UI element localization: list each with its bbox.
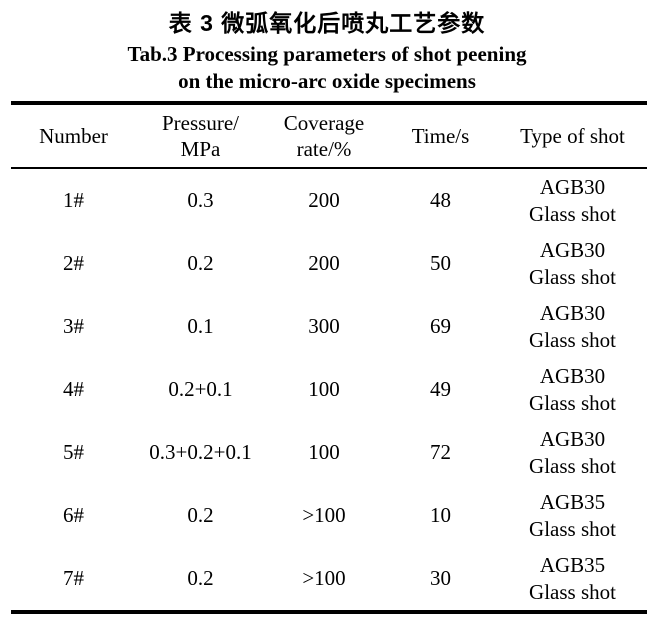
cell-number: 4# (63, 377, 84, 401)
table-caption-en-line2: on the micro-arc oxide specimens (178, 69, 476, 93)
header-time: Time/s (383, 103, 498, 169)
table-row: 1# 0.3 200 48 AGB30 Glass shot (11, 168, 647, 232)
cell-number: 7# (63, 566, 84, 590)
cell-pressure: 0.3 (187, 188, 214, 212)
table-row: 2# 0.2 200 50 AGB30 Glass shot (11, 232, 647, 295)
shot-peening-parameters-table: Number Pressure/ MPa Coverage rate/% Tim… (11, 101, 647, 614)
cell-type-of-shot: AGB30 Glass shot (529, 237, 616, 289)
cell-coverage-rate: >100 (302, 503, 346, 527)
cell-pressure: 0.1 (187, 314, 214, 338)
header-type-of-shot: Type of shot (498, 103, 647, 169)
header-coverage-rate: Coverage rate/% (265, 103, 383, 169)
cell-type-of-shot: AGB35 Glass shot (529, 489, 616, 541)
cell-type-of-shot: AGB30 Glass shot (529, 174, 616, 226)
table-row: 6# 0.2 >100 10 AGB35 Glass shot (11, 484, 647, 547)
cell-number: 3# (63, 314, 84, 338)
cell-number: 2# (63, 251, 84, 275)
table-row: 5# 0.3+0.2+0.1 100 72 AGB30 Glass shot (11, 421, 647, 484)
cell-coverage-rate: 100 (308, 377, 340, 401)
header-number: Number (11, 103, 136, 169)
table-caption-zh: 表 3 微弧氧化后喷丸工艺参数 (168, 10, 486, 36)
cell-type-of-shot: AGB30 Glass shot (529, 363, 616, 415)
cell-coverage-rate: >100 (302, 566, 346, 590)
cell-coverage-rate: 200 (308, 188, 340, 212)
header-row: Number Pressure/ MPa Coverage rate/% Tim… (11, 103, 647, 169)
header-pressure: Pressure/ MPa (136, 103, 265, 169)
cell-number: 6# (63, 503, 84, 527)
cell-coverage-rate: 300 (308, 314, 340, 338)
cell-pressure: 0.2 (187, 503, 214, 527)
cell-number: 1# (63, 188, 84, 212)
table-row: 4# 0.2+0.1 100 49 AGB30 Glass shot (11, 358, 647, 421)
cell-pressure: 0.3+0.2+0.1 (149, 440, 252, 464)
cell-coverage-rate: 100 (308, 440, 340, 464)
cell-time: 49 (430, 377, 451, 401)
cell-type-of-shot: AGB35 Glass shot (529, 552, 616, 604)
table-row: 7# 0.2 >100 30 AGB35 Glass shot (11, 547, 647, 612)
cell-time: 50 (430, 251, 451, 275)
cell-type-of-shot: AGB30 Glass shot (529, 300, 616, 352)
cell-time: 69 (430, 314, 451, 338)
cell-type-of-shot: AGB30 Glass shot (529, 426, 616, 478)
cell-time: 30 (430, 566, 451, 590)
table-caption-en-line1: Tab.3 Processing parameters of shot peen… (127, 42, 527, 66)
cell-pressure: 0.2+0.1 (168, 377, 233, 401)
cell-coverage-rate: 200 (308, 251, 340, 275)
table-caption-en: Tab.3 Processing parameters of shot peen… (0, 41, 654, 95)
cell-number: 5# (63, 440, 84, 464)
cell-time: 72 (430, 440, 451, 464)
cell-time: 10 (430, 503, 451, 527)
cell-pressure: 0.2 (187, 251, 214, 275)
cell-pressure: 0.2 (187, 566, 214, 590)
cell-time: 48 (430, 188, 451, 212)
table-row: 3# 0.1 300 69 AGB30 Glass shot (11, 295, 647, 358)
